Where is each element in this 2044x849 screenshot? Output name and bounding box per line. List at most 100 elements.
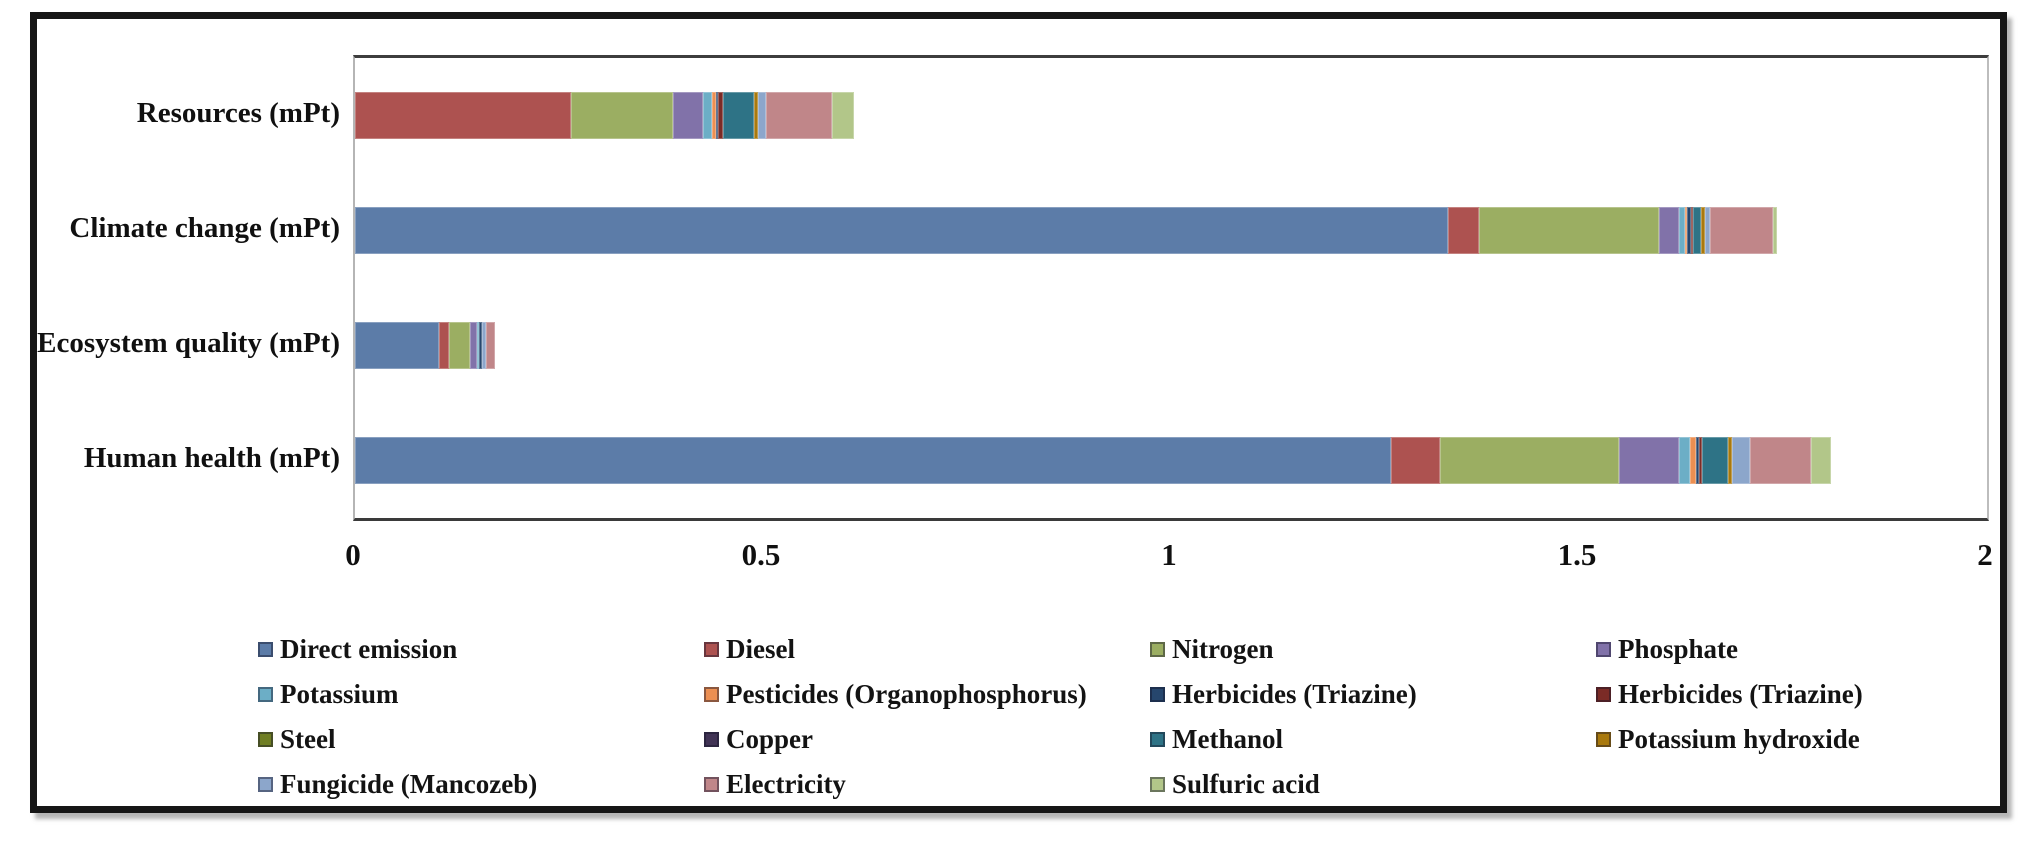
legend-label-phosphate: Phosphate [1618,633,1739,664]
legend-item-copper: Copper [704,724,813,754]
bar-segment-direct-emission [355,322,440,369]
legend-label-sulfuric-acid: Sulfuric acid [1172,768,1320,799]
bar-segment-fungicide-mancozeb [482,322,486,369]
x-axis-tick-2: 2 [1977,537,1993,572]
bar-segment-potassium [1678,437,1690,484]
bar-segment-potassium [1679,207,1686,254]
bar-segment-potassium [476,322,480,369]
y-axis-label-ecosystem-quality-mpt: Ecosystem quality (mPt) [37,326,340,359]
bar-human-health-mpt [355,437,1987,484]
bar-climate-change-mpt [355,207,1987,254]
bar-segment-diesel [1448,207,1480,254]
bar-segment-fungicide-mancozeb [1732,437,1751,484]
bar-segment-direct-emission [355,207,1449,254]
bar-segment-phosphate [1658,207,1680,254]
x-axis-tick-1: 1 [1161,537,1177,572]
legend-label-direct-emission: Direct emission [280,633,458,664]
bar-segment-herbicides-triazine [1690,207,1694,254]
legend-item-nitrogen: Nitrogen [1150,634,1274,664]
legend-label-herbicides-triazine: Herbicides (Triazine) [1618,678,1863,709]
legend-label-methanol: Methanol [1172,723,1283,754]
legend-item-pesticides-organophosphorus: Pesticides (Organophosphorus) [704,679,1087,709]
x-axis-tick-0-5: 0.5 [741,537,781,572]
legend-label-potassium-hydroxide: Potassium hydroxide [1618,723,1860,754]
bar-segment-phosphate [1618,437,1679,484]
legend-item-sulfuric-acid: Sulfuric acid [1150,769,1320,799]
legend-item-potassium-hydroxide: Potassium hydroxide [1596,724,1860,754]
bar-segment-herbicides-triazine [715,92,719,139]
bar-segment-fungicide-mancozeb [758,92,767,139]
legend-swatch-diesel-icon [704,641,719,657]
bar-segment-nitrogen [1479,207,1659,254]
bar-segment-herbicides-triazine [479,322,483,369]
legend-item-electricity: Electricity [704,769,846,799]
bar-segment-potassium-hydroxide [1728,437,1733,484]
bar-segment-electricity [1750,437,1811,484]
bar-segment-direct-emission [355,437,1392,484]
bar-segment-herbicides-triazine [1695,437,1699,484]
legend-label-diesel: Diesel [726,633,795,664]
legend-label-electricity: Electricity [726,768,846,799]
legend-label-fungicide-mancozeb: Fungicide (Mancozeb) [280,768,538,799]
bar-segment-pesticides-organophosphorus [1689,437,1696,484]
legend-swatch-electricity-icon [704,776,719,792]
y-axis-label-climate-change-mpt: Climate change (mPt) [69,211,340,244]
legend-swatch-sulfuric-acid-icon [1150,776,1165,792]
bar-ecosystem-quality-mpt [355,322,1987,369]
bar-segment-phosphate [470,322,477,369]
bar-segment-nitrogen [448,322,471,369]
legend-swatch-herbicides-triazine-icon [1596,686,1611,702]
legend-item-direct-emission: Direct emission [258,634,457,664]
bar-segment-nitrogen [571,92,674,139]
legend-label-potassium: Potassium [280,678,399,709]
bar-segment-potassium [702,92,713,139]
y-axis-label-human-health-mpt: Human health (mPt) [83,441,340,474]
legend-swatch-pesticides-organophosphorus-icon [704,686,719,702]
legend-swatch-phosphate-icon [1596,641,1611,657]
legend-item-potassium: Potassium [258,679,399,709]
bar-segment-pesticides-organophosphorus [1685,207,1687,254]
legend-swatch-herbicides-triazine-icon [1150,686,1165,702]
bar-segment-sulfuric-acid [1773,207,1778,254]
plot-area [353,55,1989,521]
bar-segment-sulfuric-acid [1810,437,1832,484]
y-axis-label-resources-mpt: Resources (mPt) [136,96,340,129]
bar-segment-diesel [355,92,572,139]
legend-swatch-nitrogen-icon [1150,641,1165,657]
bar-segment-diesel [1391,437,1441,484]
legend-swatch-methanol-icon [1150,731,1165,747]
x-axis-tick-1-5: 1.5 [1557,537,1597,572]
legend-swatch-potassium-hydroxide-icon [1596,731,1611,747]
legend-item-herbicides-triazine: Herbicides (Triazine) [1150,679,1417,709]
legend-swatch-potassium-icon [258,686,273,702]
bar-segment-electricity [766,92,832,139]
legend-swatch-fungicide-mancozeb-icon [258,776,273,792]
bar-segment-methanol [723,92,755,139]
legend-item-phosphate: Phosphate [1596,634,1738,664]
legend-item-steel: Steel [258,724,335,754]
bar-segment-herbicides-triazine [1686,207,1691,254]
bar-segment-nitrogen [1440,437,1619,484]
legend-item-fungicide-mancozeb: Fungicide (Mancozeb) [258,769,537,799]
bar-resources-mpt [355,92,1987,139]
legend-swatch-copper-icon [704,731,719,747]
bar-segment-sulfuric-acid [831,92,854,139]
x-axis-tick-0: 0 [345,537,361,572]
bar-segment-herbicides-triazine [718,92,723,139]
legend-label-pesticides-organophosphorus: Pesticides (Organophosphorus) [726,678,1087,709]
bar-segment-pesticides-organophosphorus [712,92,716,139]
bar-segment-diesel [439,322,449,369]
legend-swatch-direct-emission-icon [258,641,273,657]
bar-segment-electricity [1709,207,1774,254]
legend-label-herbicides-triazine: Herbicides (Triazine) [1172,678,1417,709]
bar-segment-potassium-hydroxide [754,92,759,139]
bar-segment-methanol [1693,207,1702,254]
bar-segment-methanol [1702,437,1729,484]
bar-segment-herbicides-triazine [1698,437,1703,484]
bar-segment-potassium-hydroxide [1701,207,1705,254]
bar-segment-electricity [485,322,495,369]
figure-frame [30,12,2007,813]
legend-item-methanol: Methanol [1150,724,1283,754]
bar-segment-phosphate [673,92,703,139]
legend-label-copper: Copper [726,723,813,754]
